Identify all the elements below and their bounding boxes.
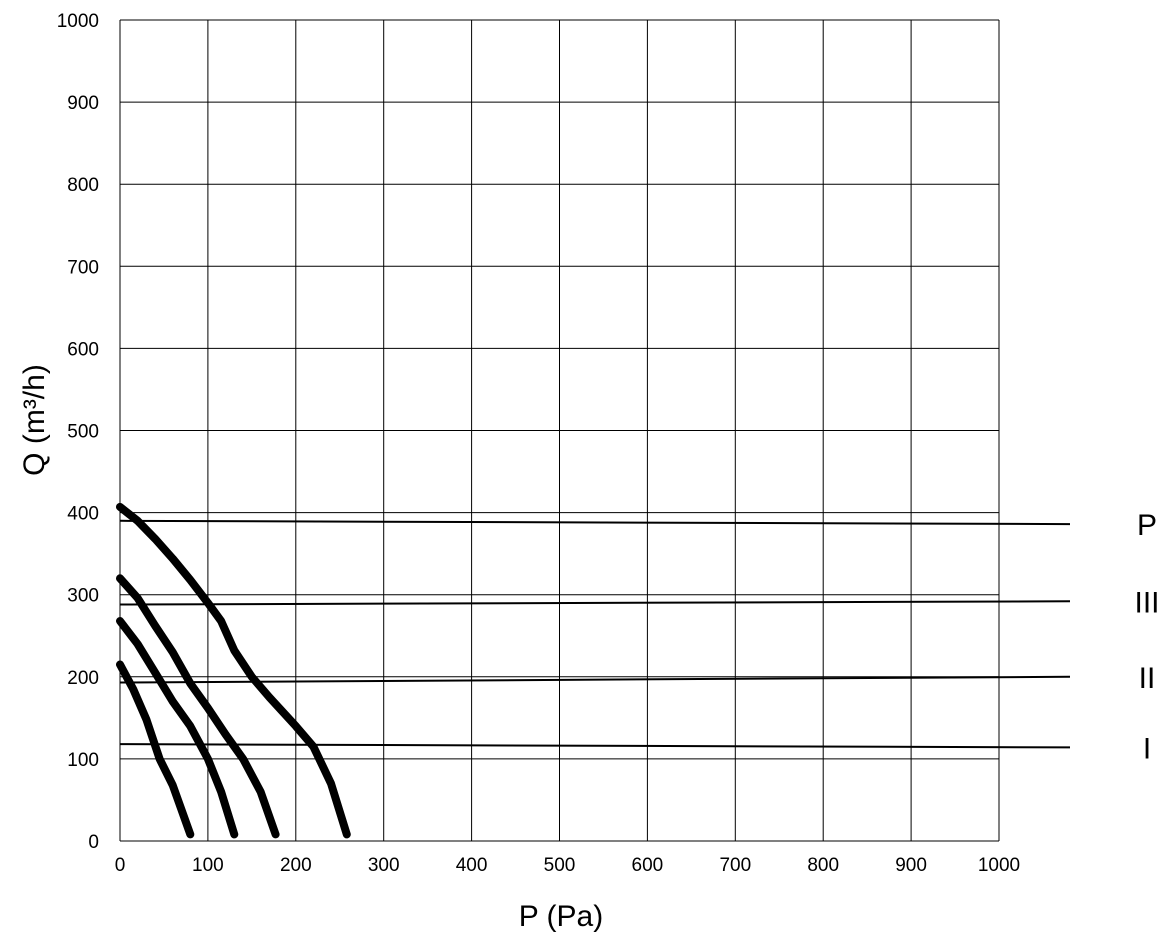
performance-curves xyxy=(120,507,347,835)
y-tick-label: 500 xyxy=(67,422,99,443)
y-tick-labels: 0 100 200 300 400 500 600 700 800 900 1000 xyxy=(57,11,99,853)
curve-i xyxy=(120,665,190,835)
x-tick-label: 100 xyxy=(192,855,224,876)
series-label-iii: III xyxy=(1134,586,1159,619)
grid xyxy=(120,20,999,841)
y-tick-label: 600 xyxy=(67,339,99,360)
x-tick-label: 1000 xyxy=(978,855,1020,876)
series-label-i: I xyxy=(1143,732,1151,765)
y-tick-label: 700 xyxy=(67,257,99,278)
x-tick-label: 300 xyxy=(368,855,400,876)
x-axis-title: P (Pa) xyxy=(519,900,603,933)
x-tick-label: 800 xyxy=(807,855,839,876)
y-axis-title: Q (m³/h) xyxy=(18,364,51,476)
y-tick-label: 400 xyxy=(67,504,99,525)
x-tick-label: 200 xyxy=(280,855,312,876)
reference-line-iii xyxy=(120,601,1070,604)
series-label-p: P xyxy=(1137,509,1157,542)
reference-lines xyxy=(120,521,1070,748)
x-tick-label: 400 xyxy=(456,855,488,876)
x-tick-labels: 0 100 200 300 400 500 600 700 800 900 1000 xyxy=(115,855,1020,876)
y-tick-label: 100 xyxy=(67,750,99,771)
x-tick-label: 900 xyxy=(895,855,927,876)
reference-line-p xyxy=(120,521,1070,524)
y-tick-label: 300 xyxy=(67,586,99,607)
x-tick-label: 600 xyxy=(632,855,664,876)
x-tick-label: 700 xyxy=(719,855,751,876)
reference-line-i xyxy=(120,744,1070,747)
y-tick-label: 1000 xyxy=(57,11,99,32)
y-tick-label: 900 xyxy=(67,93,99,114)
y-tick-label: 200 xyxy=(67,668,99,689)
x-tick-label: 0 xyxy=(115,855,126,876)
reference-line-ii xyxy=(120,677,1070,683)
series-label-ii: II xyxy=(1139,662,1156,695)
y-tick-label: 0 xyxy=(88,832,99,853)
y-tick-label: 800 xyxy=(67,175,99,196)
x-tick-label: 500 xyxy=(544,855,576,876)
